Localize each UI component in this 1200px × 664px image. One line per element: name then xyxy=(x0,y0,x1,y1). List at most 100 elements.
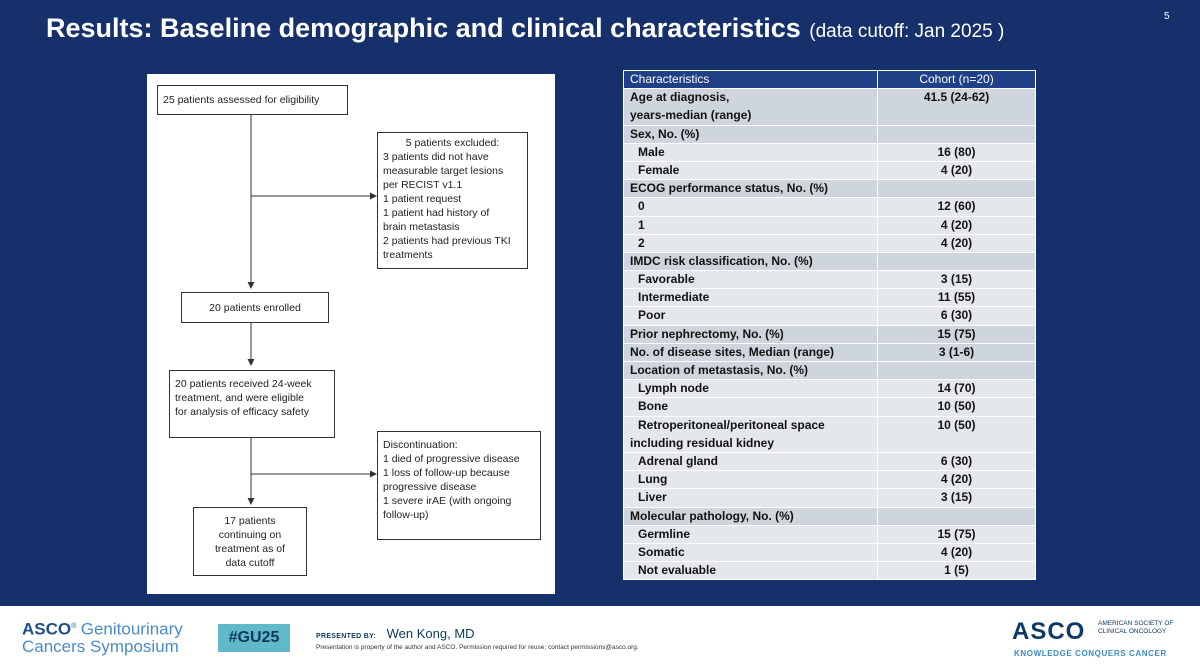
table-row: 2 4 (20) xyxy=(623,233,1036,253)
treatment-line: 20 patients received 24-week xyxy=(175,378,312,390)
row-value: 10 (50) xyxy=(877,397,1036,417)
excluded-line: per RECIST v1.1 xyxy=(383,179,463,191)
row-label: Location of metastasis, No. (%) xyxy=(623,361,878,381)
table-row: Molecular pathology, No. (%) xyxy=(623,506,1036,526)
row-value: 14 (70) xyxy=(877,379,1036,399)
table-row: Prior nephrectomy, No. (%) 15 (75) xyxy=(623,324,1036,344)
table-row: Bone 10 (50) xyxy=(623,397,1036,417)
table-row: Location of metastasis, No. (%) xyxy=(623,361,1036,381)
logo-symposium: Cancers Symposium xyxy=(22,637,179,657)
table-row: Lung 4 (20) xyxy=(623,470,1036,490)
table-row: Age at diagnosis, years-median (range) 4… xyxy=(623,88,1036,126)
table-row: Male 16 (80) xyxy=(623,142,1036,162)
asco-logo: ASCO AMERICAN SOCIETY OF CLINICAL ONCOLO… xyxy=(1012,618,1173,658)
row-value: 11 (55) xyxy=(877,288,1036,308)
presenter-name: Wen Kong, MD xyxy=(386,626,475,641)
row-label-line1: Retroperitoneal/peritoneal space xyxy=(638,417,825,432)
box-enrolled: 20 patients enrolled xyxy=(181,292,329,323)
row-label-line2: including residual kidney xyxy=(630,435,775,450)
table-row: Intermediate 11 (55) xyxy=(623,288,1036,308)
row-label: Liver xyxy=(623,488,878,508)
excluded-line: 3 patients did not have xyxy=(383,151,489,163)
row-label: Prior nephrectomy, No. (%) xyxy=(623,324,878,344)
table-row: IMDC risk classification, No. (%) xyxy=(623,251,1036,272)
table-row: Favorable 3 (15) xyxy=(623,270,1036,290)
row-label: Molecular pathology, No. (%) xyxy=(623,506,878,526)
row-value xyxy=(877,124,1036,144)
row-label: Not evaluable xyxy=(623,561,878,581)
continuing-line: 17 patients xyxy=(224,514,276,527)
table-row: Poor 6 (30) xyxy=(623,306,1036,326)
discontinuation-line: progressive disease xyxy=(383,481,477,493)
row-label: 2 xyxy=(623,233,878,253)
discontinuation-line: follow-up) xyxy=(383,509,429,521)
continuing-line: data cutoff xyxy=(225,556,275,569)
asco-tagline: KNOWLEDGE CONQUERS CANCER xyxy=(1014,649,1167,658)
society-line2: CLINICAL ONCOLOGY xyxy=(1098,628,1167,635)
row-label: Lung xyxy=(623,470,878,490)
row-value: 6 (30) xyxy=(877,306,1036,326)
row-label: Germline xyxy=(623,524,878,544)
characteristics-table: Characteristics Cohort (n=20) Age at dia… xyxy=(623,69,1036,581)
box-excluded: 5 patients excluded: 3 patients did not … xyxy=(377,132,528,269)
row-value: 4 (20) xyxy=(877,233,1036,253)
row-value xyxy=(877,361,1036,381)
row-label: Age at diagnosis, years-median (range) xyxy=(623,88,878,126)
excluded-line: 5 patients excluded: xyxy=(405,137,500,149)
treatment-line: treatment, and were eligible xyxy=(175,392,304,404)
row-value: 15 (75) xyxy=(877,324,1036,344)
row-label: 1 xyxy=(623,215,878,235)
row-label: Adrenal gland xyxy=(623,451,878,472)
row-label: Retroperitoneal/peritoneal space includi… xyxy=(623,415,878,453)
row-label: Sex, No. (%) xyxy=(623,124,878,144)
row-value: 3 (15) xyxy=(877,488,1036,508)
row-label: Intermediate xyxy=(623,288,878,308)
row-value: 12 (60) xyxy=(877,197,1036,217)
asco-society-name: AMERICAN SOCIETY OF CLINICAL ONCOLOGY xyxy=(1098,620,1188,636)
row-label: Favorable xyxy=(623,270,878,290)
row-value: 16 (80) xyxy=(877,142,1036,162)
row-value: 10 (50) xyxy=(877,415,1036,453)
row-label: 0 xyxy=(623,197,878,217)
hashtag-badge: #GU25 xyxy=(218,624,290,652)
excluded-line: 1 patient had history of xyxy=(383,207,490,219)
table-row: Adrenal gland 6 (30) xyxy=(623,451,1036,472)
presented-by: PRESENTED BY: Wen Kong, MD xyxy=(316,625,475,643)
row-label: Poor xyxy=(623,306,878,326)
table-row: Lymph node 14 (70) xyxy=(623,379,1036,399)
consort-flowchart: 25 patients assessed for eligibility 5 p… xyxy=(147,74,555,594)
row-value xyxy=(877,179,1036,199)
table-row: Not evaluable 1 (5) xyxy=(623,561,1036,581)
table-row: Somatic 4 (20) xyxy=(623,542,1036,563)
excluded-line: 1 patient request xyxy=(383,193,462,205)
box-discontinuation: Discontinuation: 1 died of progressive d… xyxy=(377,431,541,540)
society-line1: AMERICAN SOCIETY OF xyxy=(1098,620,1174,627)
excluded-line: treatments xyxy=(383,249,433,261)
asco-logo-text: ASCO xyxy=(1012,618,1086,645)
row-label: Lymph node xyxy=(623,379,878,399)
row-label-line1: Age at diagnosis, xyxy=(630,90,730,105)
row-label: Male xyxy=(623,142,878,162)
box-treatment: 20 patients received 24-week treatment, … xyxy=(169,370,335,438)
row-value: 4 (20) xyxy=(877,470,1036,490)
header-characteristics: Characteristics xyxy=(623,69,878,90)
discontinuation-line: Discontinuation: xyxy=(383,439,458,451)
table-header-row: Characteristics Cohort (n=20) xyxy=(623,69,1036,90)
table-row: No. of disease sites, Median (range) 3 (… xyxy=(623,342,1036,363)
slide: Results: Baseline demographic and clinic… xyxy=(0,0,1200,606)
excluded-line: 2 patients had previous TKI xyxy=(383,235,511,247)
row-value: 1 (5) xyxy=(877,561,1036,581)
row-value xyxy=(877,506,1036,526)
row-value: 6 (30) xyxy=(877,451,1036,472)
disclaimer-text: Presentation is property of the author a… xyxy=(316,644,639,651)
row-value: 4 (20) xyxy=(877,542,1036,563)
table-row: 1 4 (20) xyxy=(623,215,1036,235)
page-number: 5 xyxy=(1164,11,1170,22)
discontinuation-line: 1 severe irAE (with ongoing xyxy=(383,495,512,507)
continuing-line: treatment as of xyxy=(214,542,286,555)
enrolled-text: 20 patients enrolled xyxy=(209,301,301,314)
row-value: 3 (1-6) xyxy=(877,342,1036,363)
discontinuation-line: 1 loss of follow-up because xyxy=(383,467,510,479)
table-row: 0 12 (60) xyxy=(623,197,1036,217)
box-assessed: 25 patients assessed for eligibility xyxy=(157,85,348,115)
